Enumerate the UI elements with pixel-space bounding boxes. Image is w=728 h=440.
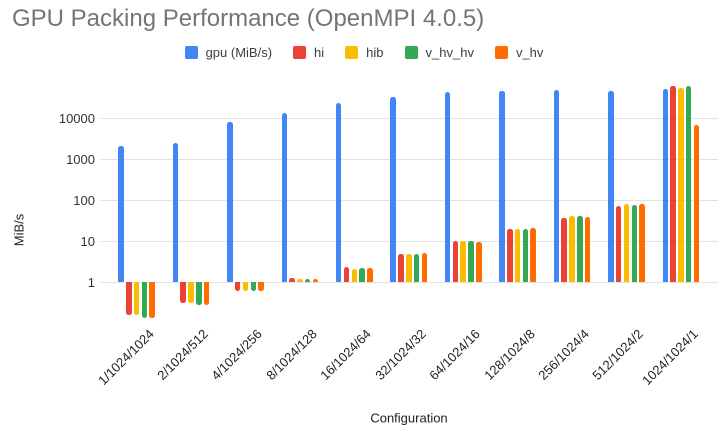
y-tick-label: 1 xyxy=(87,274,95,290)
legend-item-v-hv-hv[interactable]: v_hv_hv xyxy=(404,45,474,60)
bar-hib-32-1024-32[interactable] xyxy=(406,254,412,282)
legend-swatch-v-hv xyxy=(494,46,508,59)
legend-swatch-gpu-mib-s xyxy=(184,46,198,59)
bar-gpu-mib-s-1024-1024-1[interactable] xyxy=(662,88,669,282)
bar-hib-128-1024-8[interactable] xyxy=(514,228,521,282)
bar-hib-64-1024-16[interactable] xyxy=(460,241,466,282)
bar-v-hv-hv-32-1024-32[interactable] xyxy=(413,254,420,282)
bar-v-hv-hv-16-1024-64[interactable] xyxy=(359,267,365,282)
bar-gpu-mib-s-128-1024-8[interactable] xyxy=(499,91,505,282)
bar-gpu-mib-s-16-1024-64[interactable] xyxy=(335,103,342,282)
bar-v-hv-hv-2-1024-512[interactable] xyxy=(196,282,202,305)
y-tick-label: 1000 xyxy=(66,151,95,167)
legend-item-hi[interactable]: hi xyxy=(293,45,324,60)
bar-hi-2-1024-512[interactable] xyxy=(180,282,186,304)
x-axis-title: Configuration xyxy=(370,410,448,426)
legend-item-gpu-mib-s[interactable]: gpu (MiB/s) xyxy=(184,45,273,60)
bar-hib-1024-1024-1[interactable] xyxy=(678,87,684,282)
bar-hi-1024-1024-1[interactable] xyxy=(670,86,676,282)
bar-gpu-mib-s-64-1024-16[interactable] xyxy=(444,92,451,282)
bar-gpu-mib-s-8-1024-128[interactable] xyxy=(281,113,288,282)
bar-gpu-mib-s-2-1024-512[interactable] xyxy=(172,142,179,282)
bar-v-hv-1024-1024-1[interactable] xyxy=(693,125,700,282)
bar-v-hv-hv-8-1024-128[interactable] xyxy=(304,278,311,282)
legend-item-hib[interactable]: hib xyxy=(345,45,384,60)
bar-v-hv-8-1024-128[interactable] xyxy=(312,278,319,282)
bar-hib-16-1024-64[interactable] xyxy=(351,268,358,282)
bar-gpu-mib-s-1-1024-1024[interactable] xyxy=(118,145,124,282)
bar-v-hv-hv-128-1024-8[interactable] xyxy=(522,228,529,282)
y-axis-title: MiB/s xyxy=(11,213,27,247)
bar-gpu-mib-s-256-1024-4[interactable] xyxy=(553,90,560,282)
bar-v-hv-64-1024-16[interactable] xyxy=(476,241,482,282)
bar-hi-1-1024-1024[interactable] xyxy=(126,282,132,315)
bar-v-hv-hv-4-1024-256[interactable] xyxy=(250,282,256,292)
bar-v-hv-4-1024-256[interactable] xyxy=(258,282,264,291)
bar-v-hv-hv-512-1024-2[interactable] xyxy=(631,204,638,282)
legend-label: v_hv xyxy=(515,45,544,60)
gridline-10 xyxy=(100,241,718,242)
y-tick-label: 10000 xyxy=(58,110,95,126)
gridline-1000 xyxy=(100,159,718,160)
legend-item-v-hv[interactable]: v_hv xyxy=(494,45,544,60)
bar-hi-512-1024-2[interactable] xyxy=(615,205,622,282)
bar-v-hv-16-1024-64[interactable] xyxy=(367,267,373,282)
bar-hib-512-1024-2[interactable] xyxy=(623,203,630,282)
legend: gpu (MiB/s) hi hib v_hv_hv v_hv xyxy=(0,45,728,60)
legend-label: hib xyxy=(366,45,384,60)
bar-hi-128-1024-8[interactable] xyxy=(507,228,513,282)
bar-v-hv-hv-1-1024-1024[interactable] xyxy=(141,282,148,319)
bar-gpu-mib-s-32-1024-32[interactable] xyxy=(390,96,396,282)
gridline-1 xyxy=(100,282,718,283)
bar-hi-4-1024-256[interactable] xyxy=(234,282,241,291)
gridline-100 xyxy=(100,200,718,201)
legend-swatch-hib xyxy=(345,46,359,59)
bar-hib-256-1024-4[interactable] xyxy=(569,216,575,282)
gridline-10000 xyxy=(100,118,718,119)
legend-label: gpu (MiB/s) xyxy=(205,45,273,60)
bar-gpu-mib-s-512-1024-2[interactable] xyxy=(608,91,614,282)
bar-v-hv-512-1024-2[interactable] xyxy=(639,204,645,282)
bar-hi-64-1024-16[interactable] xyxy=(452,241,459,282)
bar-hib-1-1024-1024[interactable] xyxy=(133,282,140,315)
bar-v-hv-hv-64-1024-16[interactable] xyxy=(468,240,474,282)
bar-v-hv-128-1024-8[interactable] xyxy=(530,228,536,282)
legend-swatch-hi xyxy=(293,46,307,59)
bar-hi-16-1024-64[interactable] xyxy=(343,267,350,282)
legend-swatch-v-hv-hv xyxy=(404,46,418,59)
bar-gpu-mib-s-4-1024-256[interactable] xyxy=(227,121,233,282)
bar-hi-32-1024-32[interactable] xyxy=(398,254,404,282)
y-tick-label: 100 xyxy=(73,192,95,208)
bar-v-hv-hv-256-1024-4[interactable] xyxy=(577,216,583,282)
chart-title: GPU Packing Performance (OpenMPI 4.0.5) xyxy=(12,5,485,32)
bar-hi-256-1024-4[interactable] xyxy=(561,218,567,282)
legend-label: v_hv_hv xyxy=(425,45,474,60)
y-tick-label: 10 xyxy=(80,233,95,249)
bar-v-hv-1-1024-1024[interactable] xyxy=(149,282,155,319)
bar-v-hv-hv-1024-1024-1[interactable] xyxy=(685,85,692,282)
bar-hib-8-1024-128[interactable] xyxy=(297,278,303,282)
bar-hib-2-1024-512[interactable] xyxy=(188,282,194,304)
bar-hib-4-1024-256[interactable] xyxy=(242,282,249,291)
bar-hi-8-1024-128[interactable] xyxy=(289,278,295,282)
bar-v-hv-256-1024-4[interactable] xyxy=(584,216,591,282)
bar-v-hv-2-1024-512[interactable] xyxy=(203,282,210,305)
bar-v-hv-32-1024-32[interactable] xyxy=(421,253,428,282)
legend-label: hi xyxy=(314,45,325,60)
